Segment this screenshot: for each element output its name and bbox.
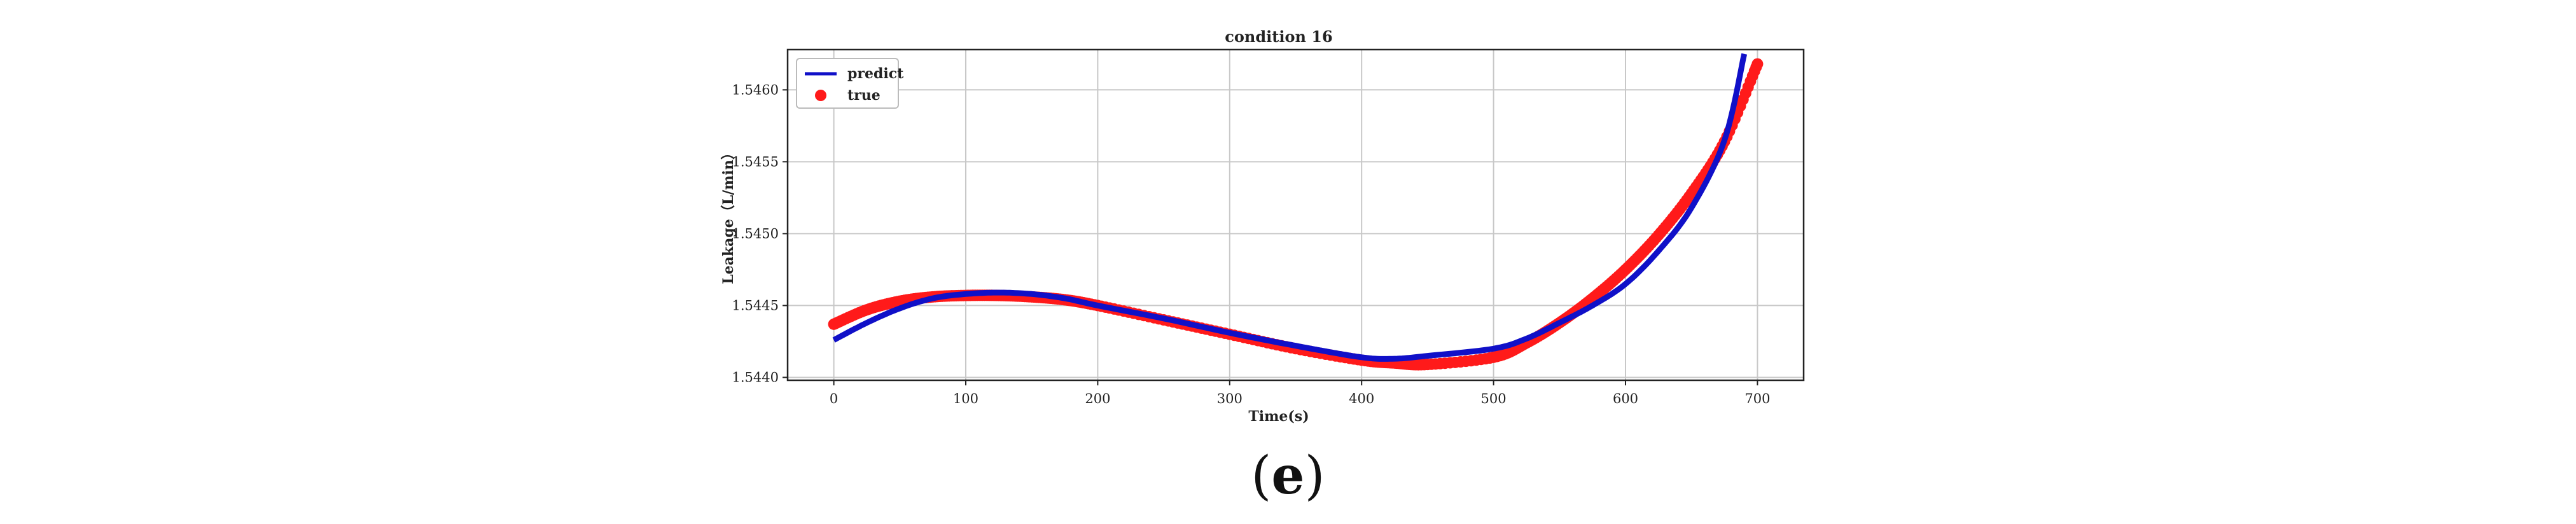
x-tick-label: 100 (953, 391, 978, 406)
x-tick-label: 600 (1613, 391, 1638, 406)
x-tick-label: 500 (1481, 391, 1507, 406)
legend-true-marker-icon (815, 90, 826, 101)
legend-predict-label: predict (847, 66, 904, 82)
plot-frame (786, 48, 1805, 382)
x-tick-label: 0 (830, 391, 838, 406)
y-tick-label: 1.5450 (732, 226, 779, 241)
x-tick-label: 400 (1349, 391, 1374, 406)
y-tick-label: 1.5455 (732, 154, 779, 169)
series-layer (828, 53, 1764, 371)
true-point (1751, 58, 1764, 70)
chart-title: condition 16 (1225, 27, 1332, 46)
x-tick-label: 200 (1085, 391, 1110, 406)
y-axis-label: Leakage（L/min） (720, 146, 737, 284)
x-axis-label: Time(s) (1248, 408, 1309, 425)
y-tick-label: 1.5460 (732, 82, 779, 97)
figure-caption: (e) (0, 445, 2576, 506)
legend: predict true (796, 58, 904, 109)
y-tick-label: 1.5445 (732, 298, 779, 313)
y-tick-label: 1.5440 (732, 369, 779, 385)
series-true (828, 58, 1764, 371)
caption-close-paren: ) (1304, 446, 1325, 506)
x-tick-label: 700 (1744, 391, 1770, 406)
caption-open-paren: ( (1251, 446, 1272, 506)
caption-letter: e (1271, 445, 1305, 506)
axis-ticks: 0 100 200 300 400 500 600 700 1.5440 1.5445 1.5450… (732, 82, 1771, 406)
legend-true-label: true (847, 87, 881, 104)
grid-lines (788, 50, 1804, 380)
predict-line (832, 53, 1748, 362)
x-tick-label: 300 (1217, 391, 1243, 406)
